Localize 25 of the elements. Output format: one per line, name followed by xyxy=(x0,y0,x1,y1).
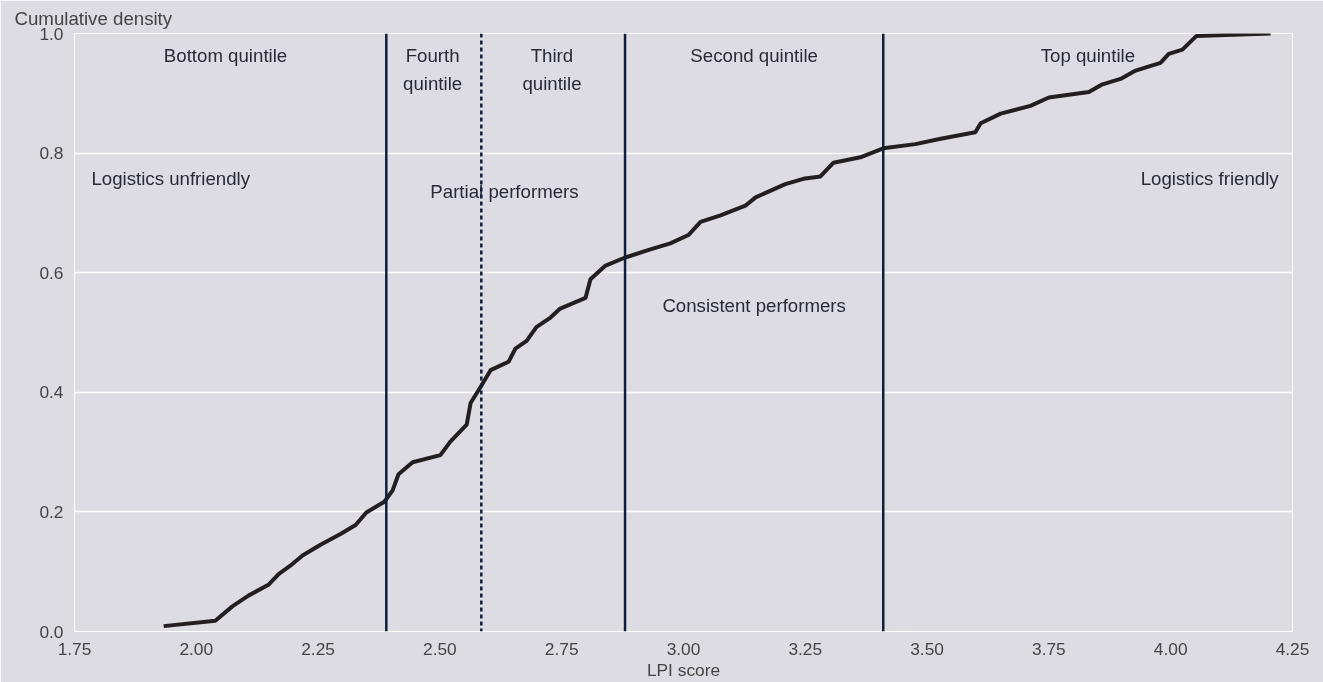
x-tick-label: 4.00 xyxy=(1153,638,1188,659)
annotation: Top quintile xyxy=(1040,44,1136,66)
x-tick-label: 3.75 xyxy=(1032,638,1066,659)
x-tick-label: 2.75 xyxy=(544,638,579,659)
y-tick-label: 0.2 xyxy=(39,501,64,522)
y-tick-label: 0.6 xyxy=(39,262,64,283)
x-tick-label: 2.50 xyxy=(423,638,457,659)
annotation: Consistent performers xyxy=(662,295,846,317)
annotation: Logistics unfriendly xyxy=(91,168,251,190)
x-tick-label: 3.00 xyxy=(666,638,701,659)
x-tick-label: 2.00 xyxy=(179,638,214,659)
x-tick-label: 3.50 xyxy=(910,638,944,659)
annotation: Second quintile xyxy=(690,44,818,66)
x-tick-label: 3.25 xyxy=(788,638,823,659)
annotation: Logistics friendly xyxy=(1140,168,1280,190)
x-tick-label: 4.25 xyxy=(1275,638,1310,659)
annotation: Partial performers xyxy=(430,181,579,203)
x-axis-title: LPI score xyxy=(646,659,721,680)
x-tick-label: 2.25 xyxy=(301,638,335,659)
annotation: Bottom quintile xyxy=(163,44,288,66)
annotation: Fourth quintile xyxy=(403,45,463,94)
annotation: Third quintile xyxy=(522,45,582,94)
y-tick-label: 0.4 xyxy=(39,382,64,403)
y-tick-label: 0.8 xyxy=(39,143,64,164)
y-axis-title: Cumulative density xyxy=(14,7,173,29)
